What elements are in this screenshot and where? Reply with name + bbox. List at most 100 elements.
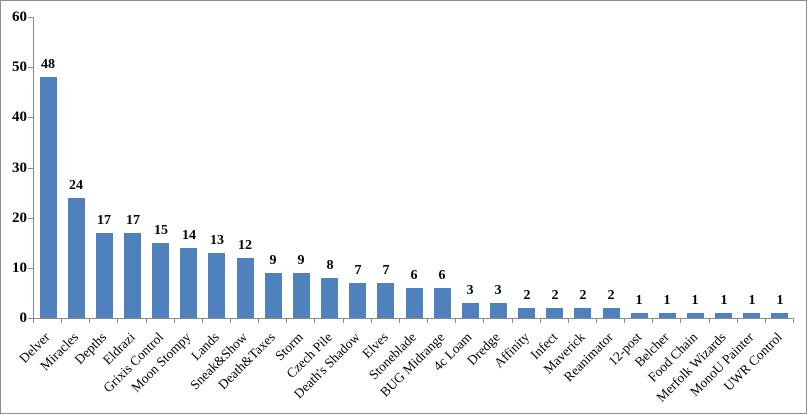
x-tick-mark — [540, 319, 541, 323]
bar — [518, 308, 535, 318]
bar — [574, 308, 591, 318]
bar-value-label: 14 — [182, 228, 196, 243]
x-axis-line — [33, 318, 794, 319]
x-tick-mark — [89, 319, 90, 323]
y-tick-mark — [28, 318, 34, 319]
bar — [349, 283, 366, 318]
bar-value-label: 3 — [494, 283, 502, 298]
x-tick-mark — [343, 319, 344, 323]
bar — [293, 273, 310, 318]
x-tick-mark — [202, 319, 203, 323]
bar-value-label: 1 — [663, 293, 671, 308]
bar-value-label: 12 — [238, 238, 252, 253]
x-tick-mark — [568, 319, 569, 323]
bar — [377, 283, 394, 318]
x-tick-mark — [709, 319, 710, 323]
bar-value-label: 48 — [41, 57, 55, 72]
bar-value-label: 13 — [210, 233, 224, 248]
y-tick-label: 40 — [12, 109, 27, 125]
bar-value-label: 6 — [410, 268, 418, 283]
x-tick-mark — [652, 319, 653, 323]
y-tick-mark — [28, 168, 34, 169]
bar-value-label: 3 — [466, 283, 474, 298]
bar-value-label: 17 — [97, 213, 111, 228]
bar — [180, 248, 197, 318]
bar-value-label: 6 — [438, 268, 446, 283]
x-tick-mark — [371, 319, 372, 323]
bar-value-label: 7 — [354, 263, 362, 278]
y-tick-mark — [28, 17, 34, 18]
bar — [603, 308, 620, 318]
bar — [406, 288, 423, 318]
x-tick-label-anchor: UWR Control — [620, 327, 785, 393]
bar — [631, 313, 648, 318]
bar-value-label: 1 — [691, 293, 699, 308]
x-tick-mark — [258, 319, 259, 323]
bar — [321, 278, 338, 318]
bar-value-label: 2 — [579, 288, 587, 303]
bar — [265, 273, 282, 318]
x-tick-mark — [399, 319, 400, 323]
x-tick-mark — [596, 319, 597, 323]
x-tick-mark — [286, 319, 287, 323]
x-tick-mark — [230, 319, 231, 323]
bar — [40, 77, 57, 318]
bar — [237, 258, 254, 318]
x-tick-mark — [512, 319, 513, 323]
y-tick-mark — [28, 218, 34, 219]
bar — [124, 233, 141, 318]
bar — [96, 233, 113, 318]
bar-value-label: 24 — [69, 178, 83, 193]
bar — [743, 313, 760, 318]
x-tick-mark — [680, 319, 681, 323]
x-tick-mark — [624, 319, 625, 323]
bar-value-label: 7 — [382, 263, 390, 278]
x-tick-mark — [737, 319, 738, 323]
x-tick-mark — [427, 319, 428, 323]
bar — [68, 198, 85, 318]
bar-value-label: 2 — [607, 288, 615, 303]
x-tick-mark — [314, 319, 315, 323]
x-tick-mark — [61, 319, 62, 323]
x-tick-mark — [174, 319, 175, 323]
bar-value-label: 1 — [720, 293, 728, 308]
y-tick-mark — [28, 67, 34, 68]
bar — [687, 313, 704, 318]
x-tick-mark — [146, 319, 147, 323]
bar — [659, 313, 676, 318]
bar — [434, 288, 451, 318]
bar-value-label: 2 — [551, 288, 559, 303]
y-tick-label: 50 — [12, 59, 27, 75]
bar — [152, 243, 169, 318]
bar-value-label: 2 — [523, 288, 531, 303]
bar-value-label: 9 — [269, 253, 277, 268]
bar — [715, 313, 732, 318]
bar — [208, 253, 225, 318]
bar-value-label: 1 — [776, 293, 784, 308]
x-tick-mark — [483, 319, 484, 323]
x-tick-mark — [793, 319, 794, 323]
bar — [771, 313, 788, 318]
x-tick-mark — [765, 319, 766, 323]
x-tick-mark — [117, 319, 118, 323]
bar-value-label: 15 — [154, 223, 168, 238]
bar-value-label: 8 — [326, 258, 334, 273]
bar — [546, 308, 563, 318]
x-tick-mark — [33, 319, 34, 323]
bar-value-label: 17 — [126, 213, 140, 228]
y-tick-label: 0 — [19, 310, 28, 326]
x-tick-mark — [455, 319, 456, 323]
y-tick-label: 20 — [12, 210, 27, 226]
bar — [490, 303, 507, 318]
y-tick-label: 30 — [12, 160, 27, 176]
y-tick-label: 10 — [12, 260, 27, 276]
y-tick-mark — [28, 117, 34, 118]
bar-value-label: 9 — [297, 253, 305, 268]
y-tick-mark — [28, 268, 34, 269]
bar-value-label: 1 — [748, 293, 756, 308]
bar-value-label: 1 — [635, 293, 643, 308]
bar — [462, 303, 479, 318]
y-tick-label: 60 — [12, 9, 27, 25]
